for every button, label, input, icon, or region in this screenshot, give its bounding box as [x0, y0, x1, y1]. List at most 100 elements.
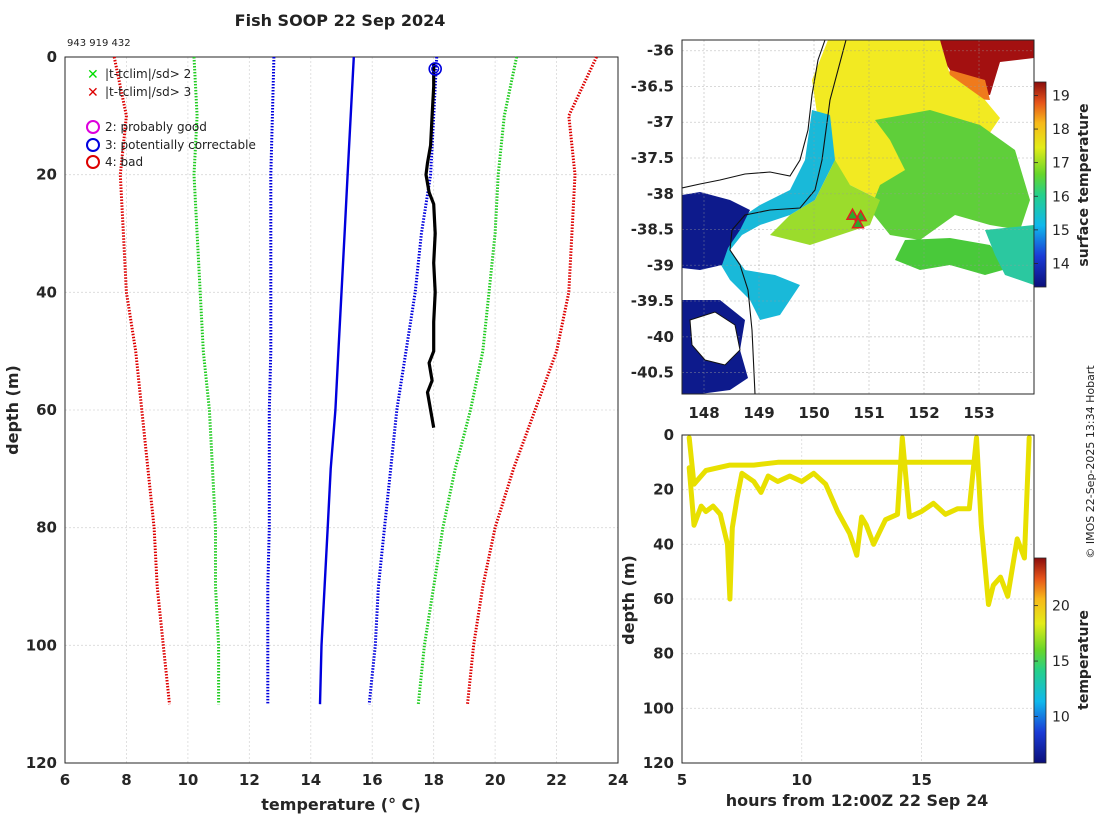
- temperature-colorbar-tick-label: 15: [1052, 654, 1070, 670]
- profile-xtick-label: 8: [121, 771, 131, 789]
- depth-time-ytick-label: 120: [643, 754, 674, 772]
- credit-text: © IMOS 22-Sep-2025 13:34 Hobart: [1084, 365, 1097, 559]
- profile-ytick-label: 80: [36, 519, 57, 537]
- profile-series-clim-1sd: [367, 56, 439, 705]
- profile-series-clim-3sd: [466, 56, 598, 705]
- id-label: 943 919 432: [67, 38, 131, 49]
- profile-series-clim-2sd: [192, 56, 221, 705]
- sst-colorbar-tick-label: 14: [1052, 256, 1070, 272]
- legend-item-blue-circle: 3: potentially correctable: [86, 138, 256, 152]
- depth-time-ytick-label: 100: [643, 699, 674, 717]
- profile-flag-marker: [428, 62, 443, 76]
- depth-time-series: [686, 435, 1032, 607]
- legend-item-red-x: ✕ |t-tclim|/sd> 3: [87, 85, 191, 101]
- map-ytick-label: -36.5: [631, 77, 674, 95]
- temperature-colorbar-label: temperature: [1076, 610, 1092, 710]
- legend-item-magenta-circle: 2: probably good: [86, 120, 207, 134]
- legend-label: 3: potentially correctable: [105, 138, 256, 152]
- red-x-icon: ✕: [87, 85, 99, 101]
- sst-colorbar-tick-label: 15: [1052, 223, 1070, 239]
- sst-colorbar: [1033, 81, 1047, 288]
- legend-label: |t-tclim|/sd> 2: [105, 67, 191, 81]
- profile-xtick-label: 16: [362, 771, 383, 789]
- profile-plot: 6 8 10 12 14 16 18 20 22 24 0 20 40 60 80 100 120 temper…: [3, 48, 628, 814]
- map-ytick-label: -38.5: [631, 221, 674, 239]
- depth-time-xlabel: hours from 12:00Z 22 Sep 24: [726, 791, 988, 810]
- depth-time-ytick-label: 40: [653, 535, 674, 553]
- sst-field: [682, 40, 1034, 394]
- profile-series-clim-1sd: [266, 56, 276, 705]
- profile-ytick-label: 60: [36, 401, 57, 419]
- profile-series-observed: [424, 62, 437, 428]
- depth-time-ylabel: depth (m): [619, 555, 638, 645]
- map-stations: [845, 207, 868, 229]
- legend-label: 4: bad: [105, 155, 143, 169]
- map-ytick-label: -38: [647, 185, 674, 203]
- sst-colorbar-tick-label: 17: [1052, 156, 1070, 172]
- profile-ylabel: depth (m): [3, 365, 22, 455]
- figure-title: Fish SOOP 22 Sep 2024: [235, 11, 446, 30]
- magenta-circle-icon: [86, 120, 100, 134]
- profile-legend: ✕ |t-tclim|/sd> 2 ✕ |t-tclim|/sd> 3 2: p…: [86, 67, 256, 169]
- sst-colorbar-label: surface temperature: [1076, 103, 1092, 266]
- legend-item-red-circle: 4: bad: [86, 155, 143, 169]
- profile-xtick-label: 14: [300, 771, 321, 789]
- sst-patch-light-green: [770, 160, 880, 245]
- profile-series-clim-mean: [318, 56, 355, 705]
- profile-grid: [64, 56, 619, 764]
- depth-time-track-b: [686, 435, 1032, 607]
- sst-patch-green: [870, 110, 1030, 240]
- map-xtick-label: 148: [688, 404, 719, 422]
- profile-ytick-label: 120: [26, 754, 57, 772]
- map-ytick-label: -40: [647, 328, 674, 346]
- shelf-contour: [729, 40, 847, 394]
- sst-patch-cold: [682, 192, 750, 270]
- sst-colorbar-tick-label: 19: [1052, 88, 1070, 104]
- profile-ytick-label: 20: [36, 166, 57, 184]
- map-ytick-label: -39: [647, 256, 674, 274]
- depth-time-xtick-label: 10: [791, 771, 812, 789]
- station-marker: [851, 216, 865, 229]
- map-ytick-label: -39.5: [631, 292, 674, 310]
- map-ticks: 148 149 150 151 152 153 -36 -36.5 -37 -37.5 -38 -38…: [631, 42, 995, 422]
- depth-time-ytick-label: 60: [653, 590, 674, 608]
- profile-flag-marker-inner: [431, 64, 440, 73]
- profile-xtick-label: 20: [485, 771, 506, 789]
- profile-xtick-label: 6: [60, 771, 70, 789]
- blue-circle-icon: [86, 138, 100, 152]
- sst-map: 148 149 150 151 152 153 -36 -36.5 -37 -37.5 -38 -38…: [631, 39, 1092, 422]
- land-tasmania: [690, 312, 740, 365]
- profile-xtick-label: 24: [608, 771, 629, 789]
- sst-patch-cyan: [715, 110, 835, 320]
- depth-time-plot: 5 10 15 0 20 40 60 80 100 120 hours from 12:00Z 2…: [619, 426, 1092, 810]
- profile-xtick-label: 18: [423, 771, 444, 789]
- map-xtick-label: 149: [743, 404, 774, 422]
- profile-ytick-label: 0: [47, 48, 57, 66]
- temperature-colorbar-tick-label: 20: [1052, 599, 1070, 615]
- red-circle-icon: [86, 155, 100, 169]
- coastline: [682, 40, 826, 189]
- station-marker: [845, 207, 860, 220]
- profile-xlabel: temperature (° C): [261, 795, 420, 814]
- temperature-colorbar-tick-label: 10: [1052, 709, 1070, 725]
- legend-label: 2: probably good: [105, 120, 207, 134]
- profile-xtick-label: 10: [177, 771, 198, 789]
- map-ytick-label: -37.5: [631, 149, 674, 167]
- profile-xtick-label: 22: [546, 771, 567, 789]
- profile-series: [112, 56, 598, 705]
- depth-time-ytick-label: 20: [653, 481, 674, 499]
- map-xtick-label: 152: [908, 404, 939, 422]
- legend-item-green-x: ✕ |t-tclim|/sd> 2: [87, 67, 191, 83]
- depth-time-ticks: 5 10 15 0 20 40 60 80 100 120: [643, 426, 932, 789]
- sst-colorbar-tick-label: 16: [1052, 189, 1070, 205]
- sst-patch-teal: [985, 225, 1034, 285]
- map-xtick-label: 151: [853, 404, 884, 422]
- legend-label: |t-tclim|/sd> 3: [105, 85, 191, 99]
- depth-time-xtick-label: 15: [911, 771, 932, 789]
- temperature-colorbar-ticks: 10 15 20: [1034, 599, 1070, 725]
- temperature-colorbar: [1033, 557, 1047, 764]
- map-grid: [682, 40, 1034, 394]
- map-ytick-label: -36: [647, 42, 674, 60]
- map-xtick-label: 150: [798, 404, 829, 422]
